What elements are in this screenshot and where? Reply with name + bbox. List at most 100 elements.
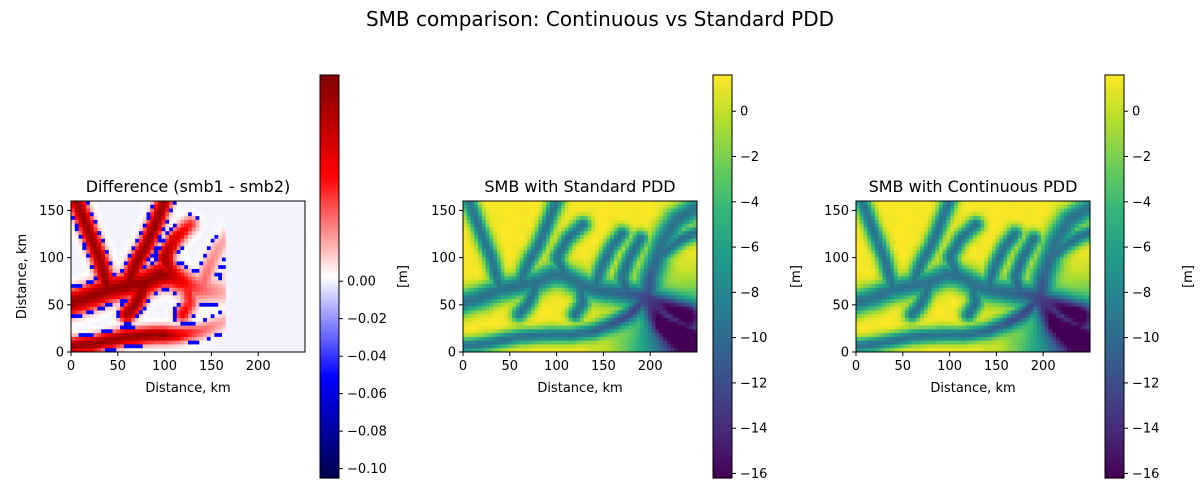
heatmap-cell — [244, 216, 249, 221]
heatmap-cell — [78, 261, 83, 266]
heatmap-cell — [172, 208, 178, 213]
heatmap-cell — [82, 265, 87, 270]
heatmap-cell — [286, 310, 291, 315]
heatmap-cell — [640, 287, 645, 293]
heatmap-cell — [297, 234, 302, 240]
heatmap-cell — [138, 314, 144, 319]
heatmap-cell — [553, 291, 558, 296]
heatmap-cell — [583, 216, 589, 221]
heatmap-cell — [481, 234, 487, 240]
heatmap-cell — [617, 246, 623, 251]
heatmap-cell — [233, 295, 238, 300]
heatmap-cell — [602, 299, 607, 304]
heatmap-cell — [252, 329, 257, 334]
heatmap-cell — [108, 234, 114, 240]
heatmap-cell — [289, 280, 295, 285]
heatmap-cell — [557, 268, 562, 274]
heatmap-cell — [655, 253, 660, 259]
heatmap-cell — [500, 250, 506, 255]
heatmap-cell — [621, 295, 626, 300]
heatmap-cell — [93, 325, 98, 330]
heatmap-cell — [165, 238, 170, 244]
heatmap-cell — [561, 276, 566, 281]
heatmap-cell — [184, 231, 189, 236]
heatmap-cell — [172, 219, 178, 225]
heatmap-cell — [587, 280, 592, 285]
heatmap-cell — [97, 223, 102, 228]
heatmap-cell — [97, 261, 102, 266]
heatmap-cell — [172, 216, 178, 221]
heatmap-cell — [644, 268, 649, 274]
heatmap-cell — [263, 268, 268, 274]
heatmap-cell — [82, 216, 87, 221]
heatmap-cell — [546, 208, 551, 213]
heatmap-cell — [150, 238, 155, 244]
heatmap-cell — [259, 291, 264, 296]
heatmap-cell — [644, 219, 649, 225]
heatmap-cell — [632, 242, 638, 247]
colorbar-band — [320, 360, 339, 365]
heatmap-cell — [101, 302, 106, 308]
heatmap-cell — [237, 287, 242, 293]
heatmap-cell — [666, 227, 672, 232]
heatmap-cell — [470, 242, 475, 247]
heatmap-cell — [214, 336, 219, 342]
heatmap-cell — [606, 212, 611, 217]
heatmap-cell — [237, 314, 242, 319]
heatmap-cell — [240, 227, 246, 232]
heatmap-cell — [138, 299, 144, 304]
heatmap-cell — [681, 238, 687, 244]
chart-panel-1: Difference (smb1 - smb2)0 50 100 150 200Dist… — [15, 74, 411, 479]
heatmap-cell — [89, 231, 95, 236]
heatmap-cell — [644, 261, 649, 266]
heatmap-cell — [508, 284, 513, 289]
heatmap-cell — [127, 333, 132, 338]
heatmap-cell — [481, 310, 487, 315]
heatmap-cell — [636, 253, 641, 259]
heatmap-cell — [500, 306, 506, 311]
heatmap-cell — [233, 348, 238, 353]
heatmap-cell — [112, 310, 117, 315]
heatmap-cell — [123, 246, 129, 251]
heatmap-cell — [286, 223, 291, 228]
heatmap-cell — [286, 238, 291, 244]
heatmap-cell — [485, 280, 490, 285]
heatmap-cell — [169, 234, 174, 240]
heatmap-cell — [666, 340, 672, 345]
heatmap-cell — [271, 291, 276, 296]
heatmap-cell — [233, 212, 238, 217]
heatmap-cell — [229, 212, 234, 217]
heatmap-cell — [293, 231, 298, 236]
heatmap-cell — [154, 242, 159, 247]
heatmap-cell — [161, 306, 166, 311]
heatmap-cell — [267, 204, 272, 210]
heatmap-cell — [636, 329, 641, 334]
heatmap-cell — [97, 336, 102, 342]
heatmap-cell — [221, 348, 227, 353]
heatmap-cell — [210, 204, 215, 210]
heatmap-cell — [188, 208, 193, 213]
heatmap-cell — [523, 257, 528, 262]
heatmap-cell — [278, 272, 283, 278]
heatmap-cell — [580, 219, 585, 225]
heatmap-cell — [466, 340, 472, 345]
heatmap-cell — [116, 219, 121, 225]
heatmap-cell — [203, 227, 208, 232]
heatmap-cell — [621, 250, 626, 255]
heatmap-cell — [199, 306, 204, 311]
heatmap-cell — [218, 227, 223, 232]
heatmap-cell — [632, 238, 638, 244]
heatmap-cell — [78, 250, 83, 255]
heatmap-cell — [97, 276, 102, 281]
heatmap-cell — [97, 212, 102, 217]
heatmap-cell — [621, 287, 626, 293]
heatmap-cell — [165, 314, 170, 319]
heatmap-cell — [233, 227, 238, 232]
heatmap-cell — [176, 227, 181, 232]
heatmap-cell — [655, 325, 660, 330]
heatmap-cell — [666, 272, 672, 278]
heatmap-cell — [191, 325, 197, 330]
heatmap-cell — [120, 340, 125, 345]
heatmap-cell — [561, 246, 566, 251]
heatmap-cell — [629, 231, 634, 236]
